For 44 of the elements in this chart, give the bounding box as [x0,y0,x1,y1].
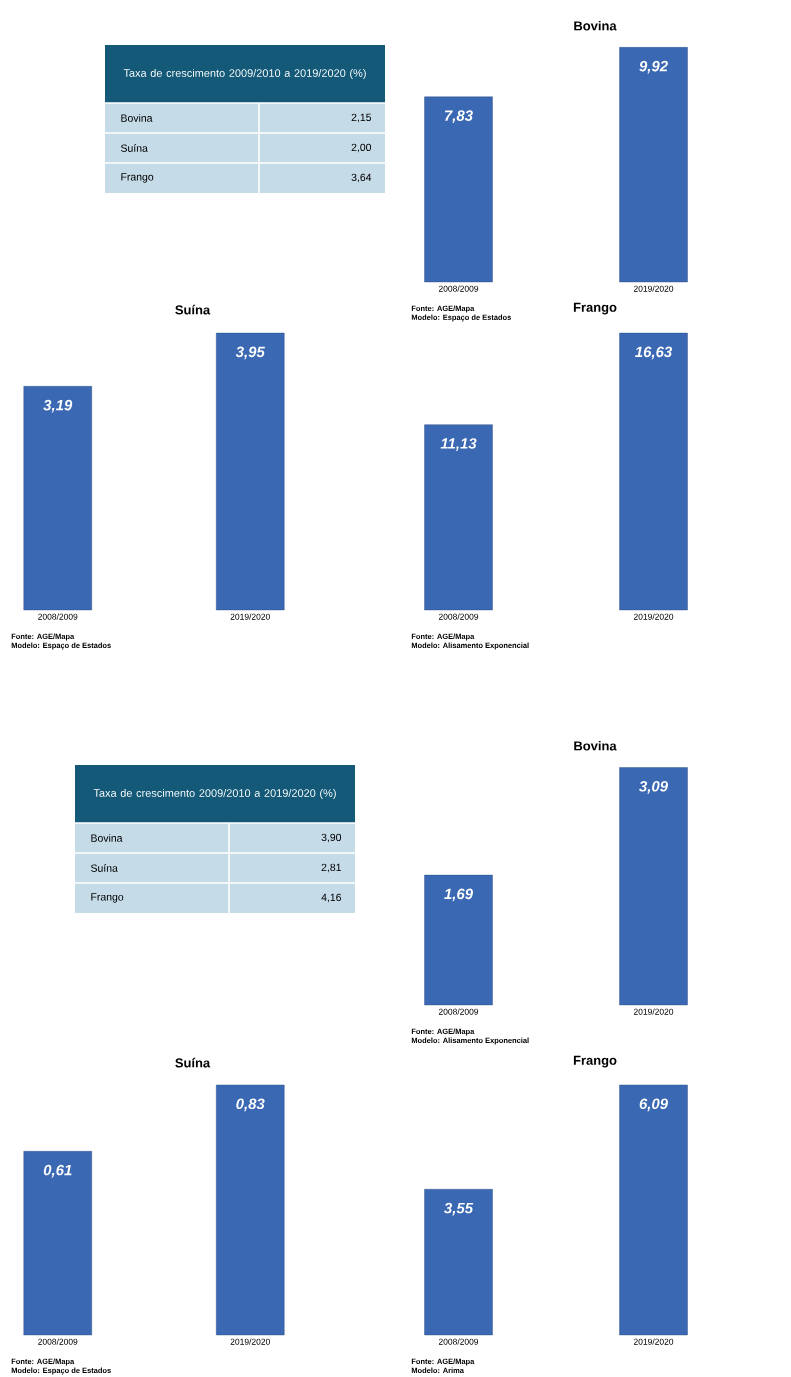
data-label: 3,19 [43,399,73,413]
data-label: 1,69 [444,888,473,902]
category-label: Bovina [121,114,153,122]
text: Taxa de crescimento 2009/2010 a 2019/2020 (%) [123,68,366,80]
x-tick-label: 2008/2009 [438,1008,479,1015]
text: 2,00 [351,143,372,153]
chart-title: Suína [175,1057,211,1068]
text: 3,90 [321,833,342,843]
data-label: 0,61 [43,1164,72,1178]
chart-title: Frango [573,1055,617,1068]
x-tick-label: 2019/2020 [230,1338,270,1345]
category-label: Bovina [91,834,123,842]
x-tick-label: 2019/2020 [633,1008,674,1015]
chart-title: Suína [175,304,211,315]
data-label: 11,13 [440,438,477,451]
category-label: Suína [90,864,118,872]
text: 4,16 [321,893,342,903]
x-tick-label: 2019/2020 [230,613,270,620]
chart-title: Bovina [574,20,617,31]
x-tick-label: 2008/2009 [438,285,479,292]
data-label: 6,09 [639,1098,668,1112]
x-tick-label: 2008/2009 [438,613,479,620]
category-label: Suína [120,144,148,152]
data-label: 7,83 [445,110,473,124]
data-label: 3,55 [444,1202,474,1216]
text: Taxa de crescimento 2009/2010 a 2019/2020 (%) [93,788,336,800]
data-label: 3,09 [639,781,668,794]
x-tick-label: 2019/2020 [633,285,674,292]
text: 2,81 [321,863,341,873]
data-label: 9,92 [639,60,668,74]
x-tick-label: 2008/2009 [438,1338,479,1345]
x-tick-label: 2008/2009 [38,1338,78,1345]
text: 3,64 [351,173,372,183]
data-label: 0,83 [236,1098,265,1112]
text: 2,15 [351,113,372,123]
category-label: Frango [91,893,124,903]
chart-title: Bovina [574,740,617,751]
data-label: 16,63 [635,346,673,360]
x-tick-label: 2008/2009 [38,613,78,620]
data-label: 3,95 [235,346,265,360]
chart-title: Frango [573,302,617,315]
x-tick-label: 2019/2020 [633,1338,674,1345]
x-tick-label: 2019/2020 [633,613,674,620]
category-label: Frango [121,173,154,183]
